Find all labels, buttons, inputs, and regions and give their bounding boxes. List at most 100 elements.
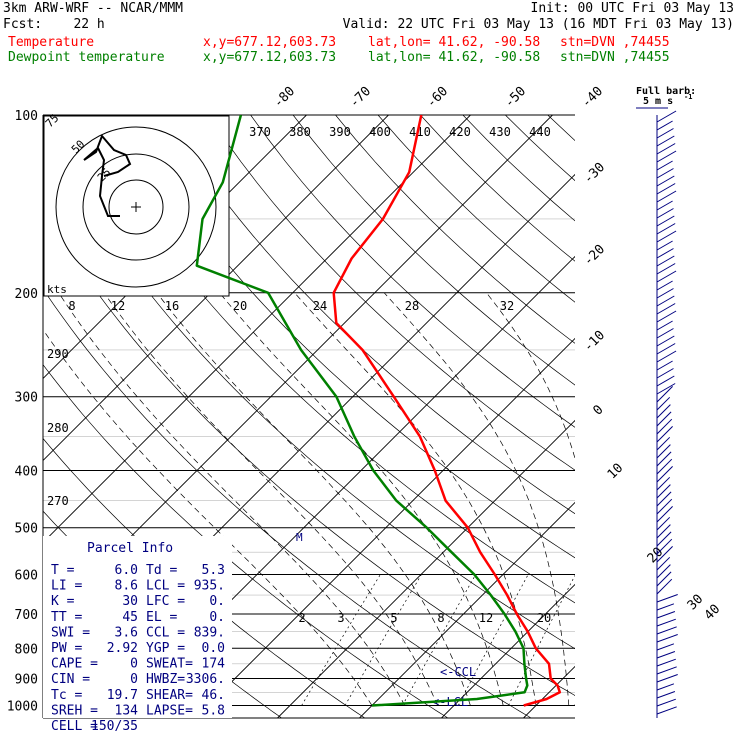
parcel-row-label-b: LAPSE= [146,703,193,718]
wind-barb [656,564,671,579]
isotherm-label-40: 40 [702,602,724,624]
speed-label-8: 8 [68,299,75,313]
theta-label-410: 410 [409,125,431,139]
wind-barb [656,240,673,251]
wind-barb [656,310,677,323]
wind-barb [656,546,673,563]
direction-label-290: 290 [47,347,69,361]
barb-legend-exponent: -1 [684,93,692,101]
wind-barb [656,458,673,475]
wind-barb [656,436,671,451]
parcel-row-label-b: Td = [146,563,177,578]
moist-adiabat-28 [486,292,575,460]
model-title: 3km ARW-WRF -- NCAR/MMM [3,1,184,16]
wind-barb [656,263,676,275]
wind-barb [656,190,677,203]
parcel-row-label-b: YGP = [146,641,185,656]
moist-adiabat-32 [590,293,639,706]
temperature-station: stn=DVN ,74455 [560,35,670,50]
parcel-row-label-a: SWI = [51,625,90,640]
wind-barb [656,466,673,483]
temperature-label: Temperature [8,35,95,50]
wind-barb [656,110,677,123]
wind-barb [656,404,671,419]
isotherm-10 [441,583,575,718]
isotherm--10 [277,419,575,718]
hodograph-ring-2 [108,179,164,235]
wind-barb [656,143,676,155]
parcel-info-title: Parcel Info [87,541,173,556]
parcel-row-value-b: 5.8 [202,703,225,718]
wind-barb [656,674,678,683]
cape-top-marker: M [296,531,303,544]
parcel-row-label-a: CAPE = [51,657,98,672]
wind-barb [656,160,673,171]
pressure-label-500: 500 [15,522,38,537]
parcel-row-label-a: PW = [51,641,82,656]
mixing-label-5: 5 [390,611,397,625]
theta-label-400: 400 [369,125,391,139]
temperature-xy: x,y=677.12,603.73 [203,35,337,50]
wind-barb [656,360,673,371]
wind-barb [656,375,675,387]
parcel-row-label-b: EL = [146,610,177,625]
isotherm-label--40: -40 [579,84,606,111]
parcel-row-value-a: 134 [115,703,139,718]
parcel-row-value-a: 150/35 [91,719,138,734]
isotherm-label--80: -80 [271,84,298,111]
wind-barb [656,683,675,691]
dry-adiabat-470 [718,115,740,718]
wind-barb [656,128,674,139]
mixing-label-20: 20 [537,611,551,625]
wind-barb [656,451,672,467]
isotherm-30 [605,115,740,718]
pressure-label-1000: 1000 [7,699,38,714]
parcel-row-label-b: LFC = [146,594,185,609]
hodograph-ring-1 [82,153,190,261]
wind-barb [656,411,672,427]
wind-barb [656,350,677,363]
dry-adiabat-320 [80,115,575,604]
isotherm-label--70: -70 [347,84,374,111]
wind-barb [656,135,675,147]
isotherm-label--30: -30 [581,160,608,187]
pressure-label-400: 400 [15,465,38,480]
mixing-ratio-5 [402,574,477,706]
pressure-label-100: 100 [15,109,38,124]
dewpoint-profile [195,115,529,707]
speed-label-20: 20 [233,299,247,313]
theta-label-380: 380 [289,125,311,139]
parcel-row-label-b: LCL = [146,579,185,594]
dry-adiabat-460 [675,115,740,718]
parcel-row-value-b: 0.0 [202,641,225,656]
wind-barb [656,643,675,651]
parcel-row-value-a: 30 [122,594,138,609]
wind-barb [656,335,675,347]
dry-adiabat-280 [43,364,449,718]
isotherm--20 [195,337,575,718]
wind-barb [656,698,676,707]
dry-adiabat-380 [335,115,575,344]
mixing-ratio-3 [344,574,422,706]
wind-barb [656,571,672,587]
theta-label-430: 430 [489,125,511,139]
wind-barb [656,386,673,403]
mixing-label-12: 12 [479,611,493,625]
parcel-row-value-b: 839. [194,625,225,640]
parcel-row-value-a: 0 [130,657,138,672]
parcel-row-value-a: 6.0 [115,563,138,578]
wind-barb [656,524,671,539]
isotherm-40 [687,115,740,718]
dry-adiabat-360 [250,115,575,428]
wind-barb [656,248,674,259]
parcel-row-value-a: 2.92 [107,641,138,656]
wind-barb [656,270,677,283]
isotherm-label--50: -50 [502,84,529,111]
wind-barb [656,168,674,179]
parcel-row-label-b: SWEAT= [146,657,193,672]
isotherm-label--20: -20 [581,242,608,269]
isotherm-label--10: -10 [581,328,608,355]
parcel-row-label-b: CCL = [146,625,185,640]
isotherm-0 [359,501,575,718]
